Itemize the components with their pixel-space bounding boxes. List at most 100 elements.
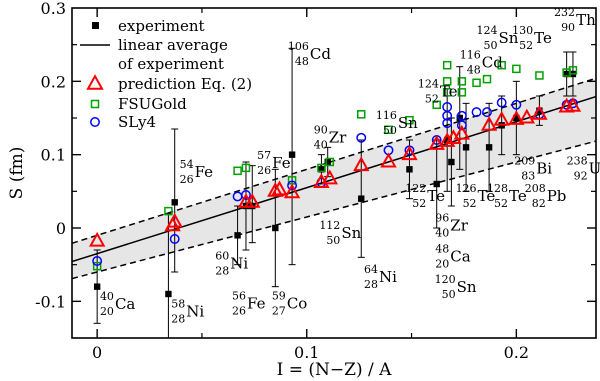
sly4-point [442, 118, 453, 129]
y-tick-label: -0.1 [35, 292, 66, 311]
nucleus-label: 112 50 Sn [319, 219, 361, 247]
mass-number: 238 [567, 154, 588, 167]
axes: 0 0.1 0.2 -0.1 0 0.1 0.2 0.3 [35, 0, 596, 362]
element-symbol: Zr [329, 129, 347, 147]
fsugold-point [472, 78, 481, 88]
nucleus-label: 90 40 Zr [314, 124, 347, 152]
mass-number: 54 [180, 158, 194, 171]
nucleus-label: 124 52 Te [418, 77, 458, 105]
sly4-point [471, 107, 482, 118]
atomic-number: 28 [171, 312, 185, 325]
prediction-point [493, 110, 510, 126]
atomic-number: 83 [521, 169, 535, 182]
fsugold-point [512, 64, 521, 74]
fsugold-point [442, 88, 452, 97]
element-symbol: Pb [547, 187, 567, 205]
band-lower-line [72, 140, 596, 280]
atomic-number: 20 [100, 305, 114, 318]
sly4-point [482, 107, 492, 118]
x-axis-label: I = (N−Z) / A [277, 360, 392, 380]
sly4-point [92, 256, 103, 266]
element-symbol: Te [427, 187, 445, 205]
mass-number: 209 [514, 154, 535, 167]
fsugold-point [384, 125, 393, 134]
nucleus-label: 106 48 Cd [288, 40, 331, 68]
element-symbol: Bi [536, 159, 552, 177]
prediction-point [271, 180, 288, 196]
atomic-number: 52 [412, 197, 426, 210]
atomic-number: 26 [257, 164, 271, 177]
experiment-point [448, 158, 455, 166]
legend-entry: experiment [92, 17, 205, 35]
nucleus-label: 130 52 Te [512, 24, 552, 52]
legend-entry: FSUGold [90, 95, 187, 113]
y-axis-label: S (fm) [7, 147, 27, 200]
legend-label: linear average [118, 36, 228, 54]
legend-marker-prediction [86, 74, 104, 90]
x-tick-label: 0 [92, 343, 102, 362]
x-tick-label: 0.2 [504, 343, 529, 362]
nucleus-label: 126 52 Te [456, 182, 496, 210]
element-symbol: Fe [272, 154, 291, 172]
atomic-number: 26 [232, 304, 246, 317]
mass-number: 106 [288, 40, 309, 53]
fsugold-point [568, 66, 578, 75]
experiment-point [406, 166, 413, 173]
atomic-number: 50 [383, 124, 397, 137]
fsugold-point [535, 71, 544, 80]
nucleus-label: 232 90 Th [554, 6, 596, 34]
y-tick-label: 0.1 [41, 146, 66, 165]
nucleus-label: 56 26 Fe [232, 289, 266, 317]
prediction-point [508, 110, 525, 125]
atomic-number: 52 [519, 39, 533, 52]
element-symbol: Sn [457, 278, 477, 296]
nucleus-label: 124 50 Sn [477, 24, 519, 52]
prediction-point [267, 182, 284, 197]
mass-number: 90 [314, 124, 328, 137]
atomic-number: 48 [295, 55, 309, 68]
prediction-point [353, 156, 370, 172]
sly4-point [496, 97, 507, 108]
experiment-point [171, 199, 178, 206]
fsugold-point [457, 77, 467, 86]
mass-number: 208 [525, 182, 546, 195]
mass-number: 116 [376, 109, 397, 122]
mass-number: 128 [487, 182, 508, 195]
element-symbol: Ni [379, 268, 397, 286]
nucleus-label: 58 28 Ni [171, 297, 204, 325]
fsugold-point [442, 60, 452, 70]
element-symbol: Ca [115, 295, 135, 313]
prediction-point [564, 96, 582, 112]
sly4-point [511, 99, 522, 110]
atomic-number: 90 [561, 21, 575, 34]
element-symbol: Te [534, 29, 552, 47]
prediction-point [283, 183, 301, 199]
mass-number: 120 [435, 273, 456, 286]
experiment-point [433, 180, 440, 188]
element-symbol: Ca [450, 247, 470, 265]
fsugold-point [317, 163, 326, 173]
nucleus-label: 60 28 Ni [215, 250, 248, 278]
experiment-point [272, 224, 279, 232]
y-tick-label: 0 [56, 219, 66, 238]
element-symbol: Sn [499, 29, 519, 47]
mass-number: 64 [364, 263, 378, 276]
fsugold-series [92, 60, 578, 271]
mass-number: 130 [512, 24, 533, 37]
mass-number: 58 [171, 297, 185, 310]
mass-number: 40 [100, 290, 114, 303]
legend-entry: SLy4 [90, 113, 156, 131]
mass-number: 60 [215, 250, 229, 263]
nucleus-label: 116 48 Cd [460, 49, 503, 77]
prediction-point [88, 231, 106, 247]
prediction-series [88, 96, 582, 247]
element-symbol: U [589, 159, 600, 177]
experiment-point [288, 151, 296, 158]
experiment-point [462, 144, 470, 151]
mass-number: 57 [257, 149, 271, 162]
sly4-point [287, 180, 298, 191]
nucleus-label: 59 27 Co [272, 289, 308, 317]
mass-number: 96 [435, 212, 449, 225]
mass-number: 126 [456, 182, 477, 195]
prediction-point [531, 105, 548, 120]
